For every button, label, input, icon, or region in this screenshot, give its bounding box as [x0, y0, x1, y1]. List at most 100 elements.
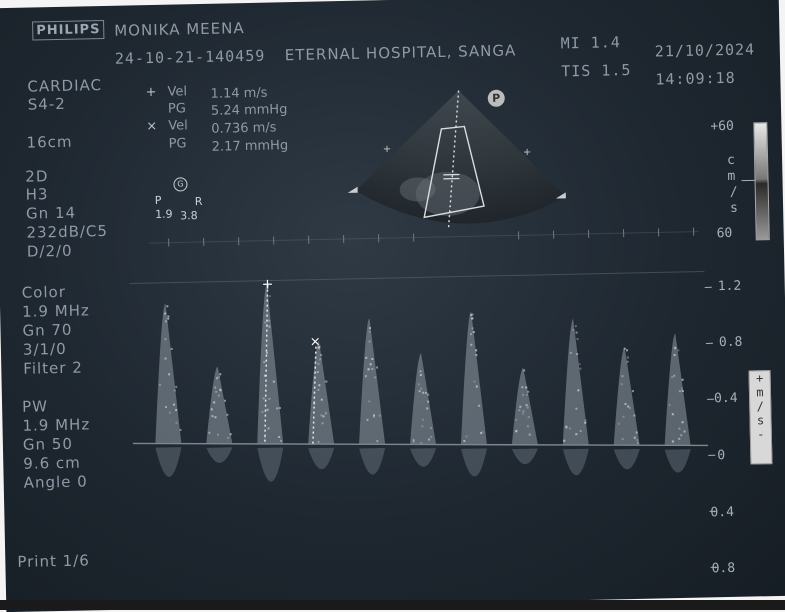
spectral-speckle — [322, 415, 324, 417]
spectral-speckle — [519, 406, 521, 408]
spectral-speckle — [230, 433, 232, 435]
spectral-speckle — [478, 405, 480, 407]
spectral-speckle — [585, 419, 587, 421]
spectral-speckle — [569, 427, 571, 429]
spectral-speckle — [278, 436, 280, 438]
spectral-speckle — [320, 414, 322, 416]
spectral-speckle — [418, 383, 420, 385]
spectral-speckle — [523, 369, 525, 371]
spectral-speckle — [518, 409, 520, 411]
spectral-below-baseline — [359, 448, 386, 475]
spectral-speckle — [317, 441, 319, 443]
spectral-speckle — [159, 384, 161, 386]
spectral-speckle — [216, 377, 218, 379]
spectral-speckle — [636, 431, 638, 433]
spectral-speckle — [682, 379, 684, 381]
spectral-speckle — [266, 352, 268, 354]
spectral-speckle — [526, 404, 528, 406]
spectral-speckle — [211, 408, 213, 410]
spectral-speckle — [279, 407, 281, 409]
spectral-speckle — [166, 305, 168, 307]
spectral-speckle — [215, 391, 217, 393]
spectral-below-baseline — [614, 449, 640, 470]
spectral-speckle — [579, 368, 581, 370]
spectral-speckle — [637, 442, 639, 444]
sector-tick-right: + — [523, 147, 532, 158]
spectral-speckle — [267, 409, 269, 411]
spectral-speckle — [476, 386, 478, 388]
spectral-speckle — [473, 381, 475, 383]
spectral-below-baseline — [206, 447, 232, 463]
spectral-speckle — [576, 332, 578, 334]
spectral-speckle — [526, 394, 528, 396]
spectral-speckle — [263, 397, 265, 399]
spectral-speckle — [682, 390, 684, 392]
measure-cursor-cross: × — [310, 335, 321, 350]
spectral-speckle — [419, 390, 421, 392]
spectral-below-baseline — [308, 448, 334, 470]
spectral-speckle — [376, 367, 378, 369]
spectral-speckle — [577, 389, 579, 391]
doppler-scale-ticks — [703, 180, 764, 567]
spectral-speckle — [171, 348, 173, 350]
spectral-speckle — [420, 387, 422, 389]
spectral-speckle — [373, 414, 375, 416]
spectral-speckle — [226, 414, 228, 416]
spectral-speckle — [173, 404, 175, 406]
spectral-below-baseline — [155, 447, 182, 477]
spectral-speckle — [319, 358, 321, 360]
spectral-speckle — [471, 317, 473, 319]
spectral-speckle — [463, 440, 465, 442]
spectral-speckle — [633, 415, 635, 417]
spectral-speckle — [475, 354, 477, 356]
spectral-speckle — [276, 407, 278, 409]
spectral-speckle — [674, 347, 676, 349]
spectral-speckle — [621, 375, 623, 377]
spectral-speckle — [208, 432, 210, 434]
spectral-speckle — [369, 340, 371, 342]
spectral-speckle — [367, 369, 369, 371]
spectral-speckle — [164, 338, 166, 340]
spectral-speckle — [263, 361, 265, 363]
spectral-speckle — [369, 327, 371, 329]
spectral-speckle — [214, 416, 216, 418]
spectral-speckle — [269, 295, 271, 297]
spectral-speckle — [626, 349, 628, 351]
spectral-speckle — [420, 374, 422, 376]
spectral-below-baseline — [410, 448, 436, 467]
sector-tick-left: + — [383, 144, 392, 155]
spectral-speckle — [632, 390, 634, 392]
spectral-speckle — [217, 434, 219, 436]
spectral-speckle — [566, 426, 568, 428]
spectral-speckle — [211, 415, 213, 417]
spectral-peak — [458, 311, 487, 445]
spectral-speckle — [425, 392, 427, 394]
spectral-speckle — [678, 438, 680, 440]
spectral-speckle — [681, 388, 683, 390]
spectral-below-baseline — [665, 449, 691, 473]
spectral-speckle — [268, 320, 270, 322]
spectral-speckle — [317, 363, 319, 365]
spectral-speckle — [365, 375, 367, 377]
spectral-speckle — [267, 427, 269, 429]
spectral-speckle — [472, 327, 474, 329]
spectral-speckle — [674, 354, 676, 356]
spectral-speckle — [366, 419, 368, 421]
spectral-speckle — [426, 407, 428, 409]
spectral-speckle — [369, 331, 371, 333]
spectral-speckle — [618, 423, 620, 425]
spectral-doppler-trace — [152, 275, 691, 484]
spectral-speckle — [175, 409, 177, 411]
spectral-speckle — [318, 384, 320, 386]
spectral-speckle — [579, 363, 581, 365]
spectral-peak — [510, 368, 538, 446]
spectral-speckle — [529, 434, 531, 436]
spectral-speckle — [629, 407, 631, 409]
spectral-speckle — [268, 326, 270, 328]
spectral-speckle — [679, 390, 681, 392]
spectral-speckle — [214, 387, 216, 389]
spectral-speckle — [169, 412, 171, 414]
spectral-speckle — [368, 400, 370, 402]
spectral-speckle — [430, 436, 432, 438]
